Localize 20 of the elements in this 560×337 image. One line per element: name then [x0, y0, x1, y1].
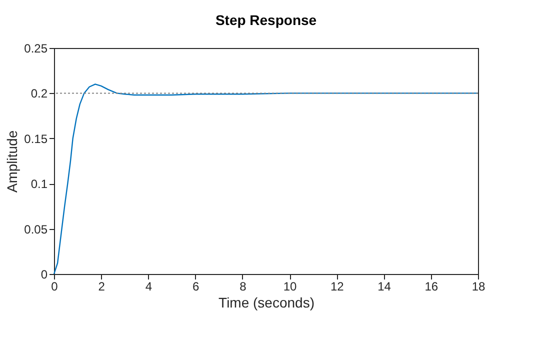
x-axis-title: Time (seconds)	[218, 294, 314, 310]
x-tick-label: 18	[472, 280, 486, 294]
chart-title: Step Response	[215, 12, 317, 28]
y-tick-label: 0.1	[30, 177, 48, 192]
y-tick-label: 0.15	[24, 132, 48, 146]
y-tick-label: 0.05	[24, 222, 48, 236]
x-tick-label: 0	[51, 280, 58, 294]
x-tick-label: 4	[145, 280, 152, 294]
line-series	[53, 84, 479, 275]
x-tick-label: 14	[378, 280, 392, 294]
x-tick-label: 8	[240, 280, 247, 294]
x-tick-label: 16	[424, 280, 438, 294]
x-tick-label: 2	[98, 280, 106, 294]
y-tick-label: 0.25	[24, 42, 48, 56]
x-tick-label: 6	[192, 280, 200, 294]
y-axis-title: Amplitude	[4, 130, 20, 193]
x-tick-label: 10	[283, 280, 298, 294]
x-tick-label: 12	[330, 280, 344, 294]
y-tick-label: 0	[40, 268, 48, 282]
y-tick-label: 0.2	[30, 86, 48, 101]
